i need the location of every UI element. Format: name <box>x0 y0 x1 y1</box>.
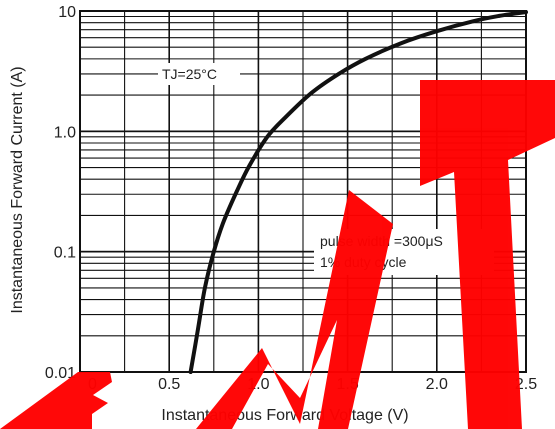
x-tick-label: 2.5 <box>515 376 537 393</box>
x-axis-label: Instantaneous Forward Voltage (V) <box>161 407 408 424</box>
watermark-letter-t <box>420 80 555 429</box>
temperature-annotation-background <box>158 63 240 85</box>
watermark-letter-e <box>0 372 112 429</box>
plot-frame <box>79 10 527 373</box>
x-tick-label: 0.5 <box>158 376 180 393</box>
x-tick-label: 2.0 <box>426 376 448 393</box>
y-tick-label: 1.0 <box>54 124 76 141</box>
y-tick-label: 0.01 <box>45 365 76 382</box>
temperature-annotation: TJ=25°C <box>158 63 240 85</box>
forward-current-curve <box>188 10 528 374</box>
y-tick-label: 10 <box>58 4 76 21</box>
watermark-letter-m <box>196 190 393 429</box>
y-tick-labels: 0.01 0.1 1.0 10 <box>45 4 76 382</box>
y-tick-label: 0.1 <box>54 245 76 262</box>
y-axis-label: Instantaneous Forward Current (A) <box>9 66 26 313</box>
emt-watermark <box>0 80 555 429</box>
x-tick-labels: 00.51.01.52.02.5 <box>88 376 537 393</box>
temperature-annotation-text: TJ=25°C <box>162 66 217 82</box>
